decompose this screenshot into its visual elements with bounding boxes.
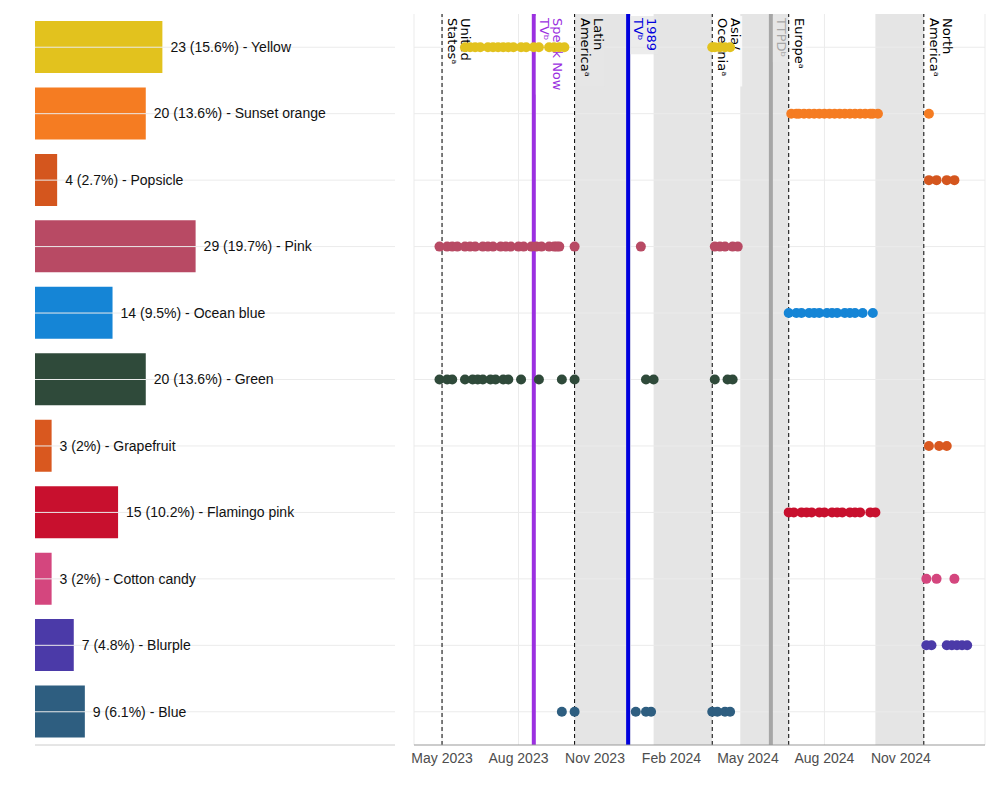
svg-text:Nov 2024: Nov 2024 [871,750,931,766]
svg-text:NorthAmericaᵃ: NorthAmericaᵃ [927,18,955,77]
svg-text:7 (4.8%) - Blurple: 7 (4.8%) - Blurple [82,637,191,653]
svg-text:Aug 2023: Aug 2023 [489,750,549,766]
svg-text:9 (6.1%) - Blue: 9 (6.1%) - Blue [93,704,187,720]
svg-text:May 2023: May 2023 [411,750,473,766]
svg-text:29 (19.7%) - Pink: 29 (19.7%) - Pink [204,238,313,254]
svg-text:Asia/Oceaniaᵃ: Asia/Oceaniaᵃ [715,18,743,76]
svg-text:Speak NowTVᵇ: Speak NowTVᵇ [537,17,565,91]
svg-text:3 (2%) - Grapefruit: 3 (2%) - Grapefruit [60,438,176,454]
svg-text:20 (13.6%) - Green: 20 (13.6%) - Green [154,371,274,387]
svg-text:May 2024: May 2024 [717,750,779,766]
svg-text:23 (15.6%) - Yellow: 23 (15.6%) - Yellow [170,39,292,55]
svg-text:Aug 2024: Aug 2024 [794,750,854,766]
svg-text:20 (13.6%) - Sunset orange: 20 (13.6%) - Sunset orange [154,105,326,121]
svg-text:Europeᵃ: Europeᵃ [792,18,807,69]
svg-text:14 (9.5%) - Ocean blue: 14 (9.5%) - Ocean blue [121,305,266,321]
svg-text:3 (2%) - Cotton candy: 3 (2%) - Cotton candy [60,571,196,587]
svg-text:TTPDᵇ: TTPDᵇ [774,17,789,57]
svg-text:LatinAmericaᵃ: LatinAmericaᵃ [578,18,606,77]
svg-text:4 (2.7%) - Popsicle: 4 (2.7%) - Popsicle [65,172,183,188]
svg-text:UnitedStatesᵃ: UnitedStatesᵃ [445,18,473,64]
svg-text:Nov 2023: Nov 2023 [565,750,625,766]
svg-text:1989TVᵇ: 1989TVᵇ [631,17,659,51]
svg-text:15 (10.2%) - Flamingo pink: 15 (10.2%) - Flamingo pink [126,504,295,520]
svg-text:Feb 2024: Feb 2024 [642,750,701,766]
